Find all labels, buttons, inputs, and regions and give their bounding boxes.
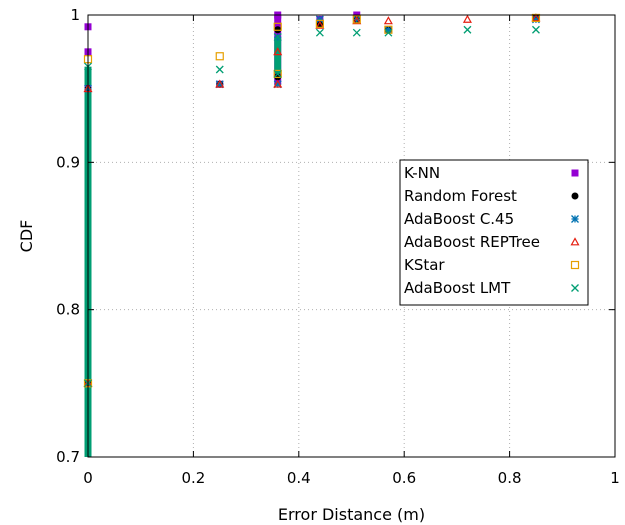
legend-label: Random Forest [404,187,517,205]
data-point [352,28,361,37]
legend-marker [570,260,580,270]
legend-label: AdaBoost C.45 [404,210,514,228]
y-tick-label: 0.9 [56,153,80,171]
legend-label: K-NN [404,164,440,182]
x-tick-label: 0.2 [181,469,205,487]
x-tick-label: 0.6 [392,469,416,487]
legend: K-NN Random Forest AdaBoost C.45 AdaBoost R… [399,159,589,306]
x-axis-title: Error Distance (m) [278,505,425,524]
y-axis-title: CDF [17,220,36,253]
legend-marker [571,169,579,177]
data-point [273,33,282,42]
y-tick-label: 0.8 [56,301,80,319]
x-tick-label: 0.4 [287,469,311,487]
data-point [352,16,362,25]
data-point [315,20,325,29]
series-adaboost-lmt [84,25,540,388]
data-point [315,19,324,28]
data-point [273,47,283,56]
data-point [463,25,472,34]
data-point [531,13,541,23]
x-tick-label: 0 [83,469,93,487]
legend-marker [571,192,579,200]
data-point [215,79,225,88]
axis-ticks: 0 0.2 0.4 0.6 0.8 1 0.7 0.8 0.9 1 [56,6,620,487]
data-point [215,52,224,61]
data-point [273,69,282,79]
data-point [531,25,540,34]
legend-box [399,159,589,306]
legend-marker [571,215,579,223]
data-point [315,28,324,37]
data-point [384,28,393,37]
data-point [352,15,361,24]
y-tick-label: 1 [70,6,80,24]
data-point [383,16,393,25]
legend-label: KStar [404,256,445,274]
legend-marker [570,237,580,246]
data-point [273,79,283,88]
data-point [273,69,282,78]
legend-marker [571,284,579,292]
data-point [273,22,282,31]
y-tick-label: 0.7 [56,448,80,466]
legend-label: AdaBoost LMT [404,279,511,297]
x-tick-label: 1 [610,469,620,487]
plot-frame [87,14,616,458]
legend-label: AdaBoost REPTree [404,233,540,251]
data-point [462,14,472,23]
x-tick-label: 0.8 [498,469,522,487]
data-point [531,13,541,22]
data-point [215,65,224,74]
